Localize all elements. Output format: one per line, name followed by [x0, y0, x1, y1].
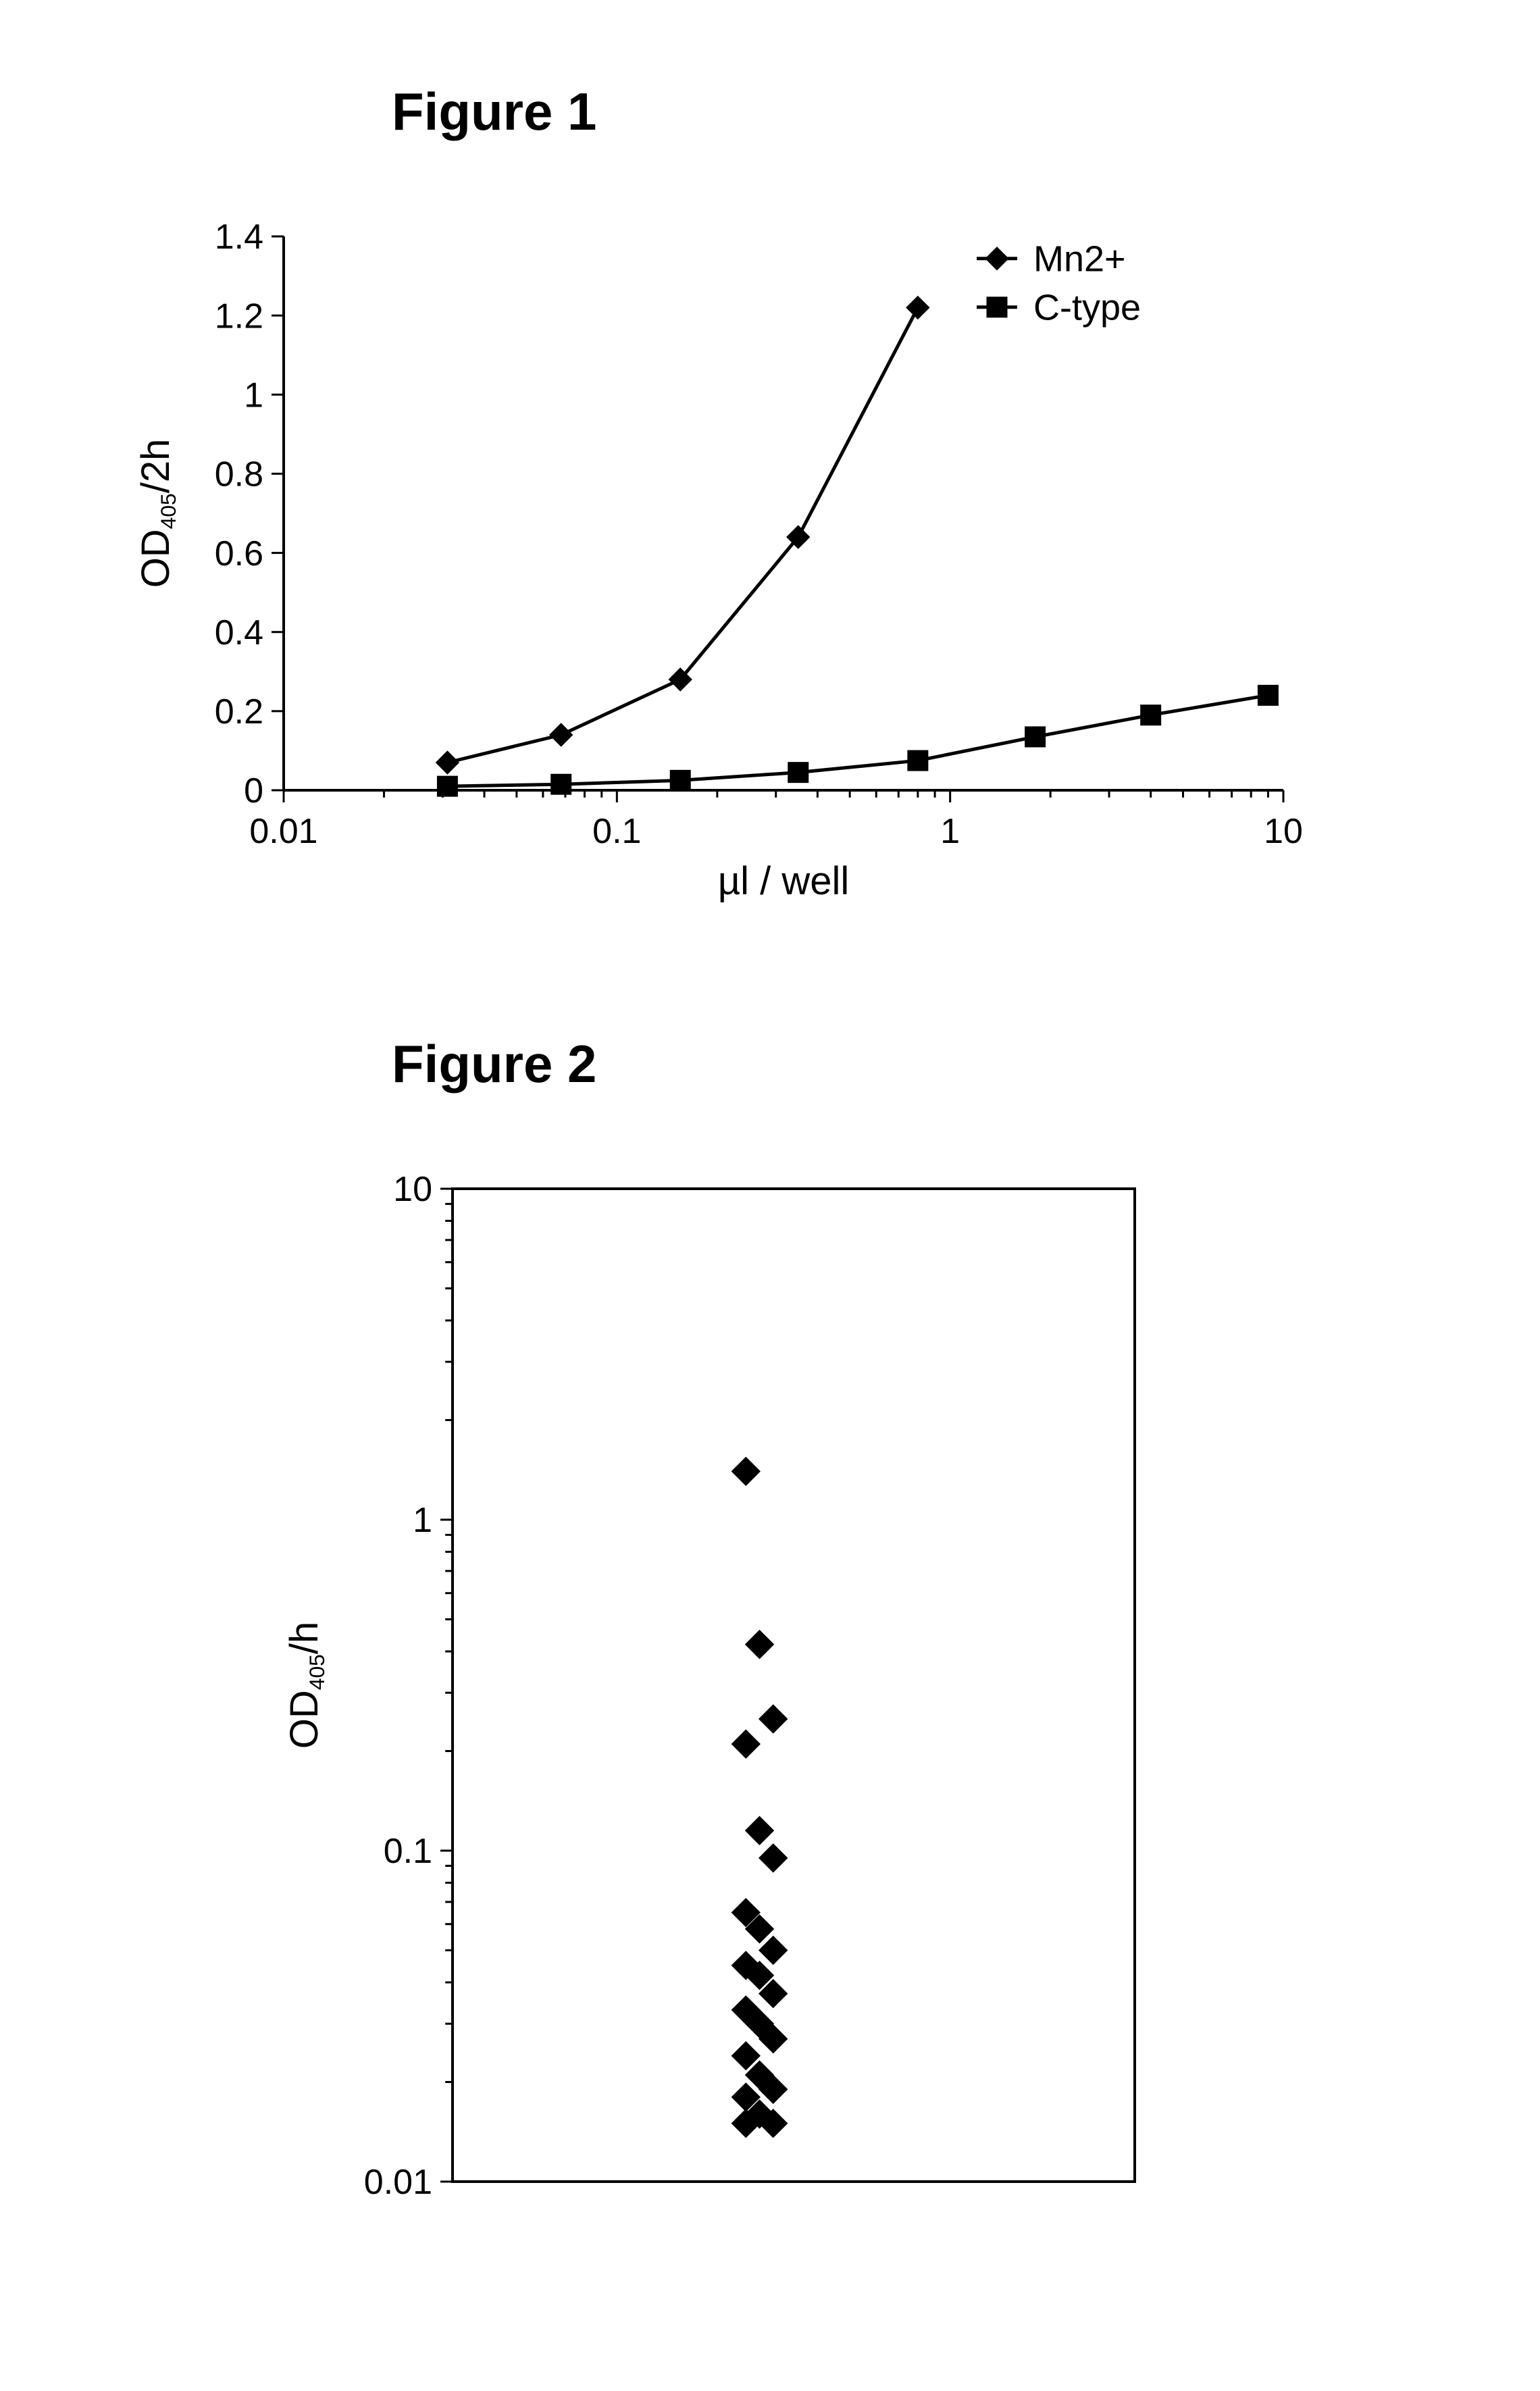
svg-text:0.2: 0.2: [215, 692, 263, 731]
svg-text:0: 0: [244, 771, 263, 811]
figure-1-svg: 00.20.40.60.811.21.40.010.1110µl / wellO…: [128, 203, 1310, 946]
figure-2-title: Figure 2: [392, 1033, 596, 1095]
svg-text:C-type: C-type: [1033, 288, 1141, 328]
svg-text:1: 1: [244, 376, 263, 415]
svg-text:10: 10: [393, 1170, 432, 1209]
svg-text:Mn2+: Mn2+: [1033, 239, 1126, 280]
svg-text:10: 10: [1264, 812, 1303, 851]
svg-text:µl / well: µl / well: [718, 859, 850, 903]
svg-text:1: 1: [413, 1501, 432, 1540]
svg-text:0.01: 0.01: [249, 812, 317, 851]
svg-text:0.6: 0.6: [215, 534, 263, 573]
svg-text:1: 1: [940, 812, 960, 851]
figure-2-svg: 0.010.1110OD405/h: [250, 1148, 1162, 2263]
figure-1-chart: 00.20.40.60.811.21.40.010.1110µl / wellO…: [128, 203, 1310, 946]
svg-text:0.1: 0.1: [592, 812, 641, 851]
svg-text:0.1: 0.1: [384, 1832, 432, 1871]
svg-text:1.4: 1.4: [215, 217, 263, 257]
svg-text:0.4: 0.4: [215, 613, 263, 652]
svg-text:1.2: 1.2: [215, 297, 263, 336]
figure-2-chart: 0.010.1110OD405/h: [250, 1148, 1162, 2263]
svg-text:0.01: 0.01: [364, 2163, 432, 2202]
svg-text:0.8: 0.8: [215, 455, 263, 494]
figure-1-title: Figure 1: [392, 81, 596, 143]
